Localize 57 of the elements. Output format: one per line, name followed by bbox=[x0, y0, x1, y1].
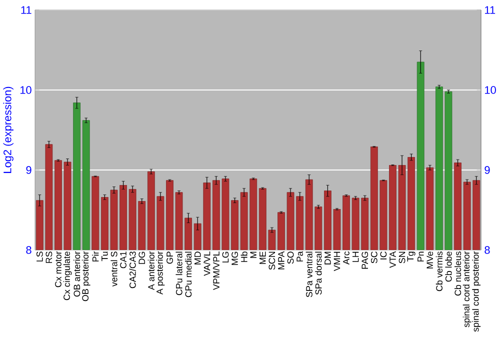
x-tick-label: LG bbox=[222, 252, 229, 262]
x-tick-label: VMH bbox=[334, 252, 340, 272]
x-tick-label: SO bbox=[287, 252, 294, 264]
x-tick-label: DG bbox=[138, 252, 146, 264]
x-tick-label: Cb lobe bbox=[445, 252, 452, 282]
x-tick-label: Cx cingulate bbox=[63, 252, 72, 300]
y2-tick-label: 9 bbox=[484, 166, 490, 174]
x-tick-label: A posterior bbox=[156, 251, 165, 295]
x-tick-label: MD bbox=[194, 252, 201, 264]
x-tick-label: CA2/CA3 bbox=[129, 252, 136, 288]
x-tick-label: MPA bbox=[278, 251, 284, 270]
x-tick-label: Arc bbox=[343, 251, 350, 265]
x-tick-label: CPu lateral bbox=[176, 252, 182, 296]
x-tick-label: SC bbox=[370, 252, 378, 264]
x-tick-label: CA1 bbox=[120, 252, 126, 268]
x-tick-label: Cx motor bbox=[55, 251, 62, 288]
y-tick-label: 9 bbox=[26, 166, 32, 174]
x-tick-label: M bbox=[250, 252, 256, 258]
x-tick-label: SCN bbox=[268, 252, 276, 270]
x-tick-label: Pir bbox=[92, 251, 99, 262]
y2-tick-label: 11 bbox=[485, 6, 496, 14]
x-tick-label: spinal cord posterior bbox=[472, 251, 481, 332]
x-tick-label: Pn bbox=[418, 252, 424, 262]
x-tick-label: VPM/VPL bbox=[212, 251, 220, 290]
x-tick-label: LH bbox=[352, 252, 359, 262]
x-tick-label: DM bbox=[324, 252, 331, 264]
x-tick-label: SN bbox=[398, 252, 406, 264]
x-tick-label: PAG bbox=[362, 252, 368, 269]
x-tick-label: IC bbox=[380, 252, 387, 260]
x-tick-label: VTA bbox=[390, 251, 396, 268]
x-tick-label: Cb vermis bbox=[436, 252, 442, 292]
x-tick-label: Tu bbox=[102, 252, 108, 262]
x-tick-label: SPa ventral bbox=[306, 252, 312, 298]
y2-tick-label: 8 bbox=[484, 246, 490, 254]
x-tick-label: OB anterior bbox=[74, 251, 80, 297]
x-tick-label: OB posterior bbox=[82, 251, 90, 302]
x-tick-label: GP bbox=[166, 252, 173, 264]
x-tick-label: A anterior bbox=[148, 251, 154, 290]
y-tick-label: 10 bbox=[20, 86, 32, 94]
y2-tick-label: 10 bbox=[485, 86, 496, 94]
x-tick-label: CPu medial bbox=[185, 252, 192, 298]
x-tick-label: Cb nucleus bbox=[454, 252, 462, 296]
x-tick-label: LS bbox=[36, 252, 43, 262]
x-tick-label: ventral S bbox=[110, 252, 118, 287]
x-tick-label: RS bbox=[46, 252, 52, 263]
x-tick-label: Hb bbox=[240, 252, 248, 262]
x-tick-label: MVe bbox=[426, 252, 434, 268]
y-tick-label: 11 bbox=[21, 6, 32, 14]
x-tick-label: spinal cord anterior bbox=[462, 251, 472, 328]
x-tick-label: Tg bbox=[407, 252, 416, 262]
y-axis-title: Log2 (expression) bbox=[3, 86, 14, 173]
x-tick-label: VA/VL bbox=[204, 251, 210, 276]
x-tick-label: SPa dorsal bbox=[315, 252, 322, 295]
y-tick-label: 8 bbox=[26, 246, 32, 254]
x-tick-label: ME bbox=[260, 252, 266, 264]
x-tick-label: Pa bbox=[296, 251, 303, 262]
x-tick-label: MG bbox=[232, 252, 238, 265]
